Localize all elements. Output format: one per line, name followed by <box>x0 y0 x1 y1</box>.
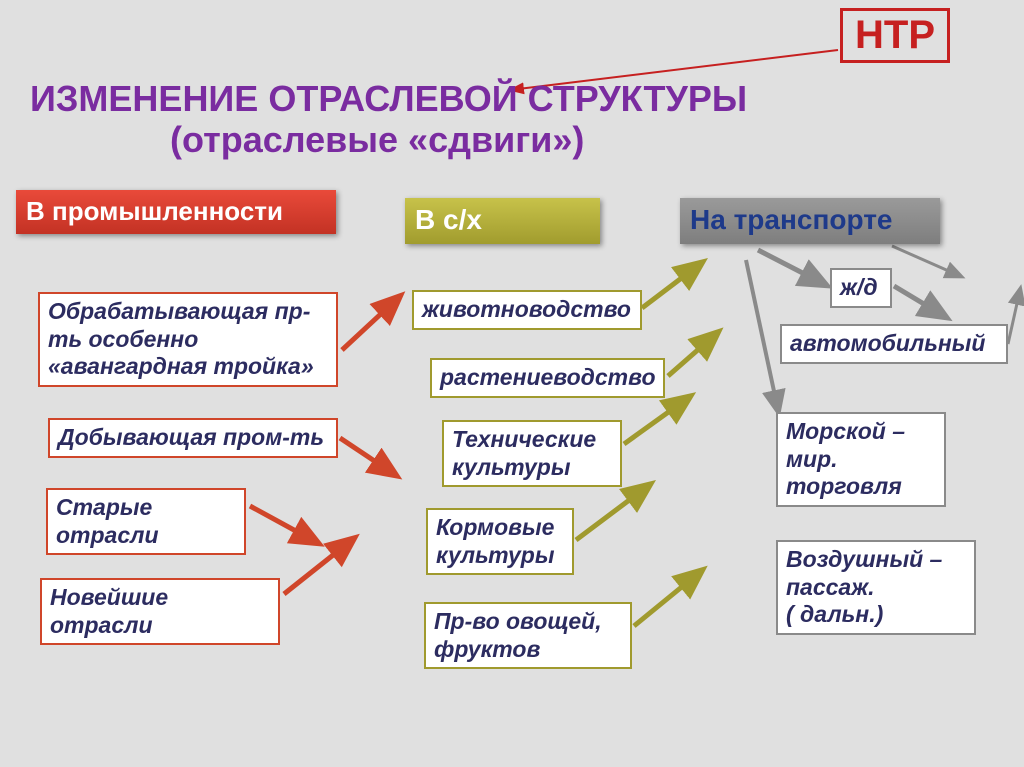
ntr-box: НТР <box>840 8 950 63</box>
category-agri: В с/х <box>405 198 600 244</box>
category-transport: На транспорте <box>680 198 940 244</box>
title-line2: (отраслевые «сдвиги») <box>30 119 747 160</box>
category-industry: В промышленности <box>16 190 336 234</box>
item-transport-1: автомобильный <box>780 324 1008 364</box>
item-agri-1: растениеводство <box>430 358 665 398</box>
item-transport-0: ж/д <box>830 268 892 308</box>
item-agri-3: Кормовыекультуры <box>426 508 574 575</box>
item-agri-2: Технические культуры <box>442 420 622 487</box>
item-agri-4: Пр-во овощей, фруктов <box>424 602 632 669</box>
item-transport-2: Морской – мир.торговля <box>776 412 946 507</box>
item-agri-0: животноводство <box>412 290 642 330</box>
item-transport-3: Воздушный –пассаж.( дальн.) <box>776 540 976 635</box>
page-title: ИЗМЕНЕНИЕ ОТРАСЛЕВОЙ СТРУКТУРЫ (отраслев… <box>30 78 747 161</box>
item-industry-2: Старые отрасли <box>46 488 246 555</box>
title-line1: ИЗМЕНЕНИЕ ОТРАСЛЕВОЙ СТРУКТУРЫ <box>30 78 747 119</box>
item-industry-0: Обрабатывающая пр-ть особенно «авангардн… <box>38 292 338 387</box>
item-industry-3: Новейшие отрасли <box>40 578 280 645</box>
item-industry-1: Добывающая пром-ть <box>48 418 338 458</box>
